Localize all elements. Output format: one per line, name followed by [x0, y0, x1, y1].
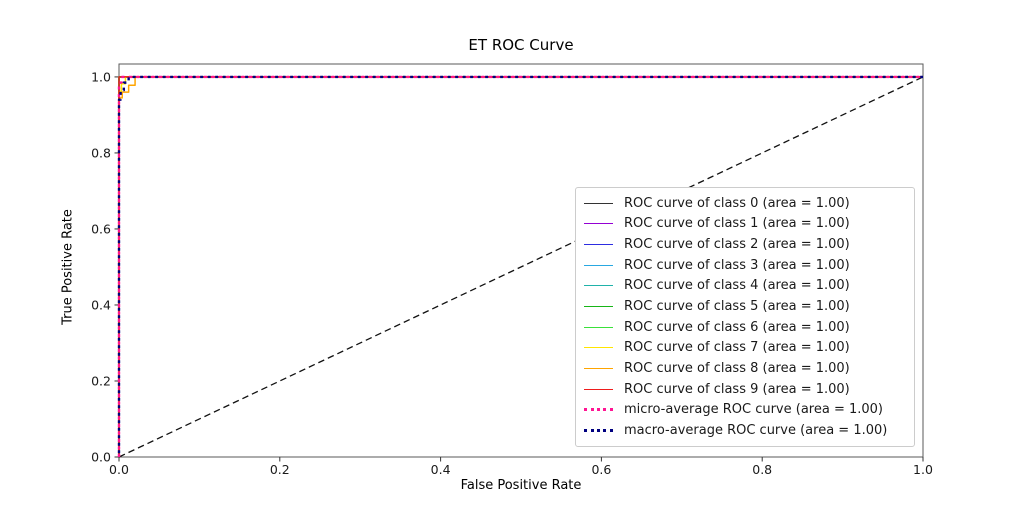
legend-label: ROC curve of class 9 (area = 1.00) [624, 381, 850, 397]
legend-item: ROC curve of class 6 (area = 1.00) [584, 317, 906, 338]
legend-item: ROC curve of class 0 (area = 1.00) [584, 193, 906, 214]
legend-label: ROC curve of class 4 (area = 1.00) [624, 278, 850, 294]
y-tick-label: 0.2 [91, 373, 111, 388]
legend-line-swatch [584, 368, 613, 370]
legend-label: ROC curve of class 2 (area = 1.00) [624, 237, 850, 253]
macro-average-roc-curve [117, 75, 923, 457]
legend-line-swatch [584, 285, 613, 287]
legend-item: micro-average ROC curve (area = 1.00) [584, 400, 906, 421]
y-axis-label: True Positive Rate [60, 209, 76, 325]
legend-item: ROC curve of class 4 (area = 1.00) [584, 276, 906, 297]
legend-line-swatch [584, 326, 613, 328]
legend-label: ROC curve of class 0 (area = 1.00) [624, 195, 850, 211]
legend-label: ROC curve of class 5 (area = 1.00) [624, 299, 850, 315]
x-tick-label: 0.6 [591, 462, 611, 477]
roc-curve-class-8 [118, 76, 923, 457]
x-axis-label: False Positive Rate [460, 478, 582, 493]
legend-item: ROC curve of class 3 (area = 1.00) [584, 255, 906, 276]
legend-label: ROC curve of class 7 (area = 1.00) [624, 340, 850, 356]
micro-average-roc-curve [117, 75, 923, 457]
legend-label: micro-average ROC curve (area = 1.00) [624, 402, 883, 418]
legend-item: macro-average ROC curve (area = 1.00) [584, 420, 906, 441]
legend-label: ROC curve of class 3 (area = 1.00) [624, 257, 850, 273]
legend-line-swatch [584, 202, 613, 204]
y-tick-label: 0.4 [91, 297, 111, 312]
legend-box: ROC curve of class 0 (area = 1.00) ROC cu… [575, 187, 915, 447]
legend-line-swatch [584, 408, 613, 412]
y-tick-label: 0.8 [91, 145, 111, 160]
x-tick-label: 0.4 [431, 462, 451, 477]
legend-label: ROC curve of class 8 (area = 1.00) [624, 361, 850, 377]
legend-line-swatch [584, 264, 613, 266]
legend-line-swatch [584, 244, 613, 246]
y-tick-label: 0.0 [91, 450, 111, 465]
legend-line-swatch [584, 306, 613, 308]
x-tick-label: 0.2 [270, 462, 290, 477]
y-tick-label: 0.6 [91, 221, 111, 236]
chance-diagonal-line [118, 76, 924, 458]
legend-label: macro-average ROC curve (area = 1.00) [624, 423, 888, 439]
x-tick-label: 0.8 [752, 462, 772, 477]
chart-title: ET ROC Curve [468, 36, 574, 54]
legend-line-swatch [584, 388, 613, 390]
legend-item: ROC curve of class 1 (area = 1.00) [584, 214, 906, 235]
legend-item: ROC curve of class 5 (area = 1.00) [584, 296, 906, 317]
legend-item: ROC curve of class 2 (area = 1.00) [584, 234, 906, 255]
legend-label: ROC curve of class 1 (area = 1.00) [624, 216, 850, 232]
legend-line-swatch [584, 347, 613, 349]
legend-item: ROC curve of class 7 (area = 1.00) [584, 338, 906, 359]
legend-item: ROC curve of class 9 (area = 1.00) [584, 379, 906, 400]
legend-line-swatch [584, 223, 613, 225]
x-tick-label: 1.0 [913, 462, 933, 477]
x-tick-label: 0.0 [109, 462, 129, 477]
y-tick-label: 1.0 [91, 69, 111, 84]
legend-line-swatch [584, 429, 613, 433]
legend-item: ROC curve of class 8 (area = 1.00) [584, 358, 906, 379]
legend-label: ROC curve of class 6 (area = 1.00) [624, 319, 850, 335]
